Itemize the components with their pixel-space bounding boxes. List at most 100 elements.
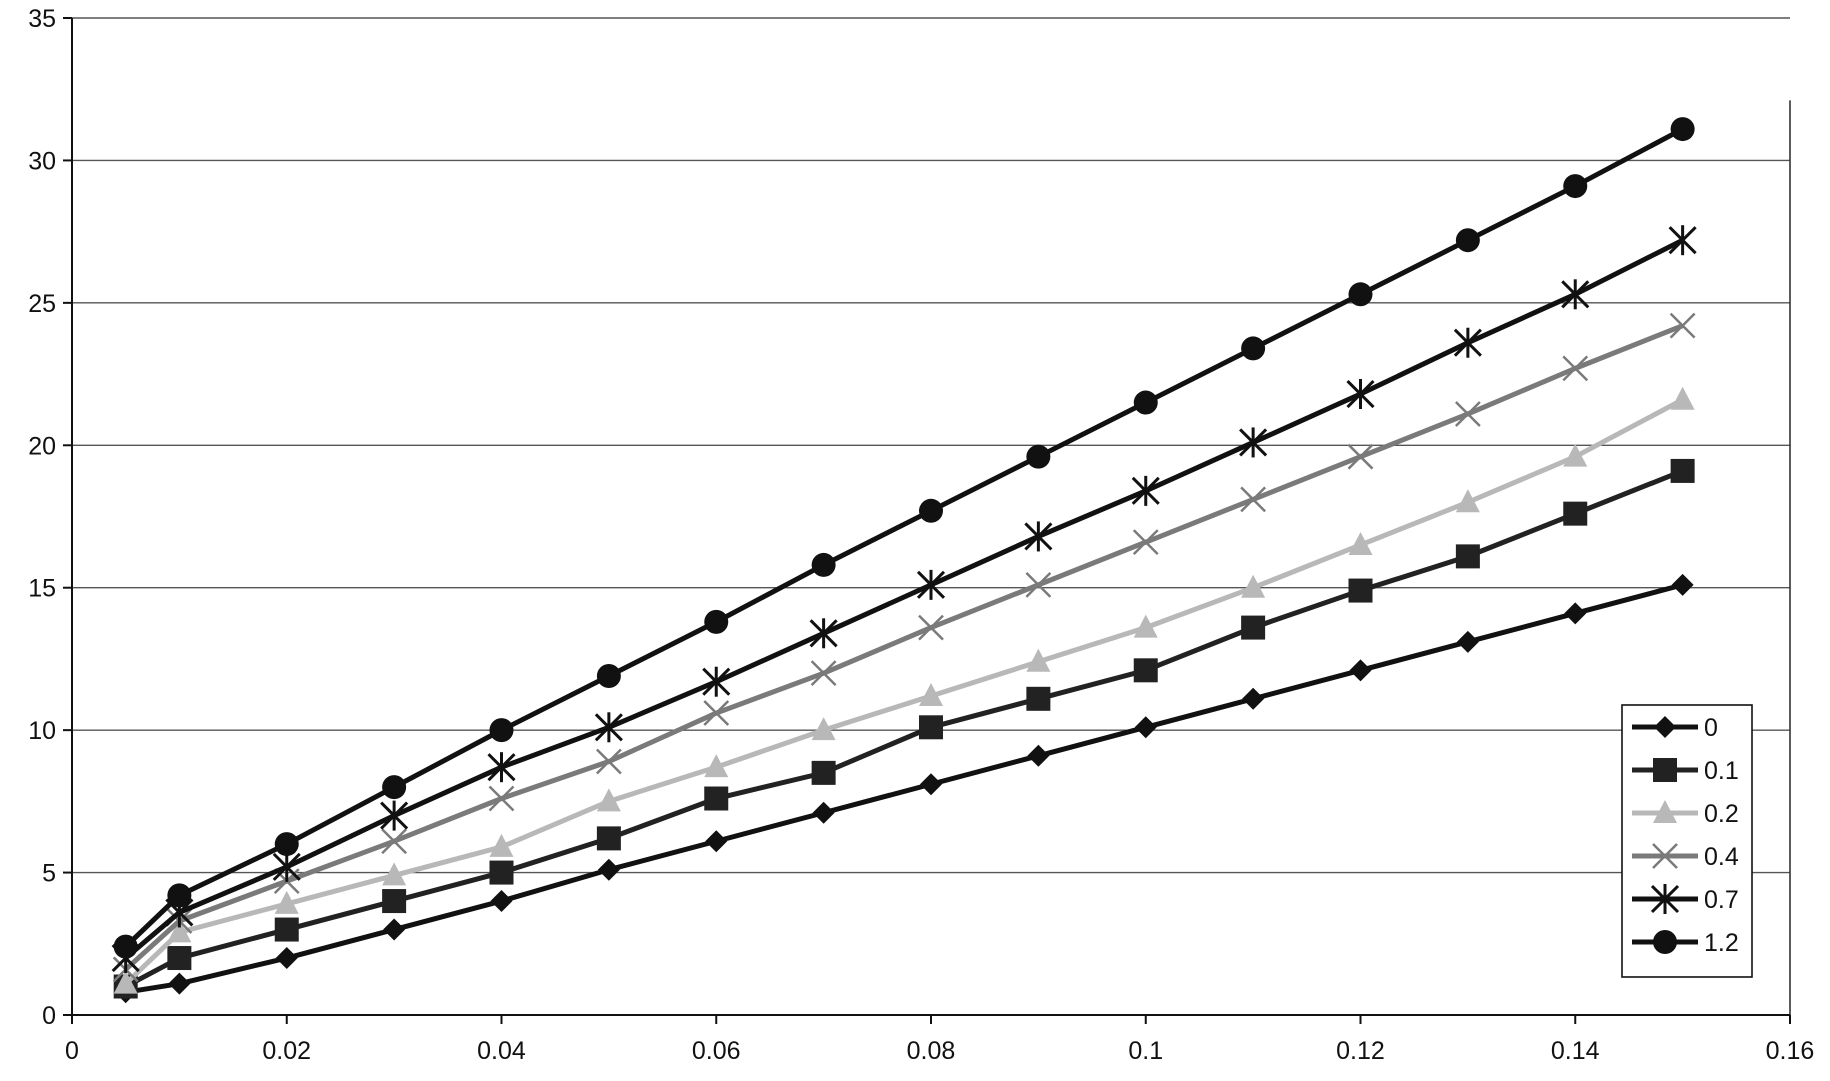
- data-point: [702, 666, 731, 697]
- data-point: [489, 718, 514, 743]
- data-point: [1562, 355, 1589, 382]
- data-point: [594, 712, 623, 743]
- data-point: [113, 934, 138, 959]
- data-point: [1133, 390, 1158, 415]
- data-point: [274, 832, 299, 857]
- data-point: [113, 970, 138, 994]
- data-point: [272, 851, 301, 882]
- legend-box: [1621, 704, 1753, 978]
- grid-lines: [72, 17, 1790, 874]
- series-lines: [111, 117, 1697, 1004]
- data-point: [1671, 573, 1694, 596]
- data-point: [1133, 658, 1158, 683]
- legend-label: 0.4: [1704, 843, 1739, 871]
- y-tick-label: 30: [28, 147, 56, 175]
- legend: 0 0.1 0.2 0.4 0.7 1.2: [1621, 704, 1753, 978]
- x-tick-label: 0.12: [1336, 1037, 1385, 1065]
- y-tick-label: 25: [28, 290, 56, 318]
- data-point: [1561, 279, 1590, 310]
- data-point: [809, 618, 838, 649]
- data-point: [810, 660, 837, 687]
- data-point: [1563, 443, 1588, 467]
- data-point: [1347, 443, 1374, 470]
- data-point: [168, 972, 191, 995]
- legend-marker: [1653, 800, 1677, 823]
- data-point: [1455, 544, 1480, 569]
- data-point: [380, 800, 409, 831]
- data-point: [704, 609, 729, 634]
- y-tick-label: 10: [28, 717, 56, 745]
- data-point: [811, 552, 836, 577]
- data-point: [811, 717, 836, 741]
- data-point: [916, 569, 946, 600]
- series-line: [124, 468, 1684, 989]
- data-point: [919, 715, 943, 740]
- data-point: [1454, 401, 1481, 427]
- series-line: [123, 397, 1684, 986]
- data-point: [705, 830, 728, 853]
- data-point: [1242, 687, 1265, 710]
- data-point: [811, 760, 836, 785]
- x-tick-label: 0.08: [907, 1037, 956, 1065]
- legend-marker: [1650, 884, 1680, 914]
- legend-marker: [1652, 843, 1678, 869]
- data-point: [596, 826, 621, 851]
- data-point: [1670, 117, 1695, 142]
- legend-item: 1.2: [1632, 929, 1739, 957]
- series-line: [125, 582, 1684, 995]
- axes: [63, 17, 1791, 1024]
- data-point: [167, 919, 192, 943]
- x-tick-label: 0.04: [477, 1037, 526, 1065]
- data-point: [812, 801, 835, 824]
- data-point: [1241, 574, 1266, 598]
- data-point: [1563, 174, 1588, 199]
- data-point: [487, 752, 516, 783]
- data-point: [1133, 614, 1158, 638]
- data-point: [489, 833, 514, 857]
- data-point: [274, 917, 299, 942]
- data-point: [1026, 444, 1051, 469]
- legend-item: 0: [1632, 714, 1718, 742]
- data-point: [1241, 615, 1266, 640]
- data-point: [1563, 501, 1588, 526]
- data-point: [1349, 659, 1372, 682]
- legend-item: 0.4: [1632, 843, 1739, 871]
- data-point: [1026, 686, 1051, 711]
- data-point: [382, 862, 407, 886]
- y-tick-label: 0: [42, 1002, 56, 1030]
- data-point: [1134, 716, 1157, 739]
- legend-item: 0.2: [1632, 800, 1739, 828]
- legend-item: 0.7: [1632, 884, 1739, 914]
- data-point: [920, 773, 942, 796]
- data-point: [383, 918, 406, 941]
- data-point: [704, 754, 729, 778]
- data-point: [1025, 571, 1052, 598]
- data-point: [1348, 531, 1373, 555]
- data-point: [167, 883, 192, 908]
- data-point: [1669, 312, 1696, 339]
- data-point: [596, 788, 621, 812]
- data-point: [1455, 489, 1480, 513]
- y-tick-label: 20: [28, 432, 56, 460]
- data-point: [1240, 486, 1267, 513]
- data-point: [1348, 578, 1373, 603]
- series-0.1: [113, 458, 1695, 999]
- data-point: [167, 946, 192, 971]
- legend-label: 0.7: [1704, 886, 1739, 914]
- data-point: [381, 828, 408, 855]
- tick-labels: 0 5 10 15 20 25 30 35 0 0.02 0.04 0.06 0.08 0.1 0.12 0.…: [28, 5, 1814, 1065]
- x-tick-label: 0: [65, 1037, 79, 1065]
- data-point: [1564, 602, 1587, 625]
- legend-marker: [1653, 930, 1677, 954]
- data-point: [490, 890, 513, 913]
- data-point: [1670, 458, 1695, 483]
- data-point: [1668, 225, 1697, 256]
- data-point: [919, 682, 943, 706]
- data-point: [704, 786, 729, 811]
- x-tick-label: 0.1: [1128, 1037, 1163, 1065]
- series-line: [124, 237, 1684, 960]
- series-1.2: [113, 117, 1695, 959]
- series-0.2: [113, 386, 1695, 994]
- data-point: [1241, 336, 1266, 361]
